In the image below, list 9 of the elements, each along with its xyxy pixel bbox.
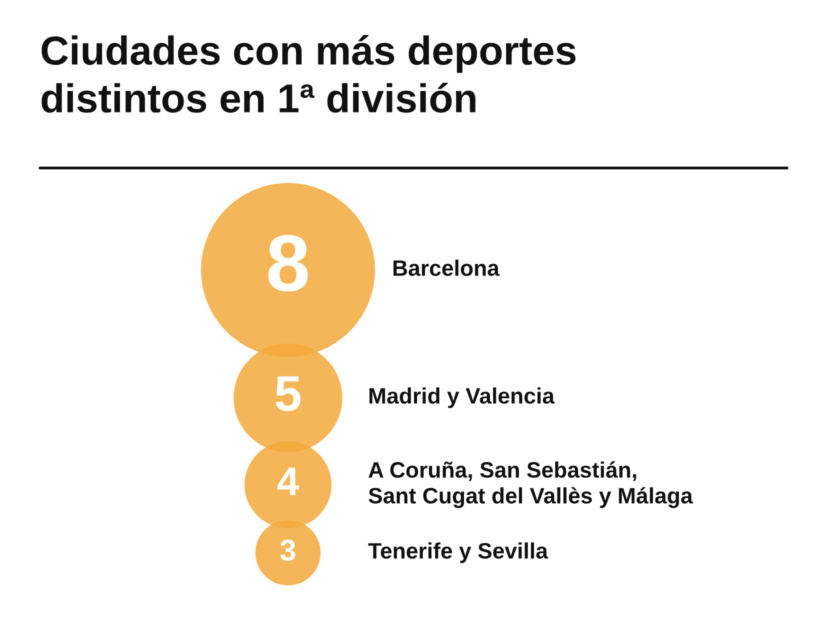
category-label: Barcelona bbox=[393, 260, 500, 276]
category-label: A Coruña, San Sebastián, Sant Cugat del Vallès y Málaga bbox=[368, 461, 693, 508]
data-label: 8 bbox=[268, 234, 308, 292]
category-label: Tenerife y Sevilla bbox=[368, 542, 548, 564]
data-label: 5 bbox=[276, 376, 301, 412]
category-label: Madrid y Valencia bbox=[369, 387, 555, 408]
data-label: 3 bbox=[280, 540, 296, 561]
data-label: 4 bbox=[277, 468, 299, 496]
text: Ciudades con más deportes distintos en 1ª división bbox=[42, 35, 576, 113]
